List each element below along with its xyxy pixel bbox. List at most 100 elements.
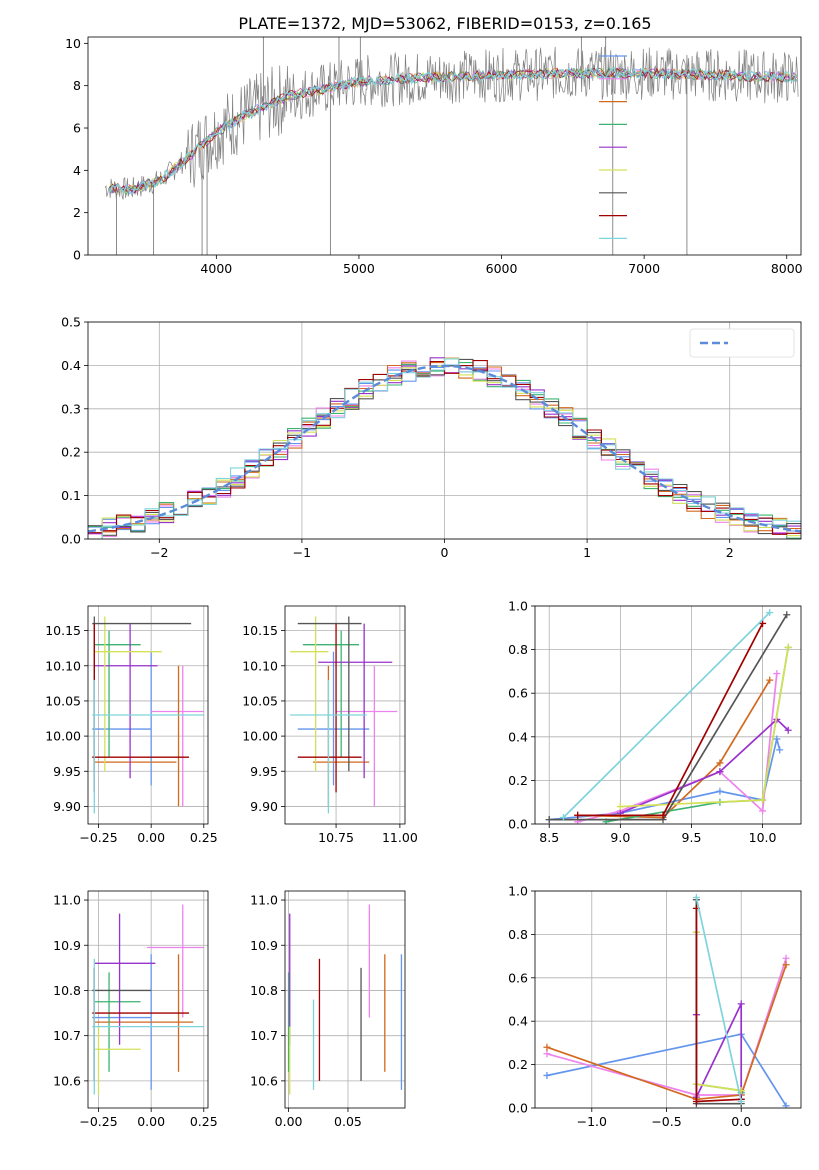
x-tick-label: −0.5 — [651, 1114, 681, 1129]
plot-spectrum: 4000 5000 6000 7000 8000 0 2 4 6 8 10 — [65, 36, 803, 276]
y-tick-label: 2 — [73, 205, 81, 220]
y-tick-label: 10.05 — [45, 693, 81, 708]
weight-point-marker — [737, 1097, 745, 1105]
plot-area — [92, 904, 204, 1095]
x-tick-label: 0.25 — [190, 830, 218, 845]
weight-point-marker — [784, 726, 792, 734]
weight-point-marker — [759, 807, 767, 815]
weight-point-marker — [784, 643, 792, 651]
y-tick-label: 6 — [73, 121, 81, 136]
y-tick-label: 10.9 — [250, 938, 278, 953]
y-tick-label: 10.7 — [53, 1028, 81, 1043]
weight-point-marker — [766, 676, 774, 684]
gaussian-curve — [88, 364, 801, 533]
x-tick-label: 0 — [441, 545, 449, 560]
x-tick-label: −0.25 — [79, 830, 117, 845]
plot-age-vs-mass: 10.75 11.00 9.90 9.95 10.00 10.05 10.10 10.15 — [242, 605, 418, 845]
weight-point-marker — [543, 1071, 551, 1079]
weight-line — [695, 897, 743, 1102]
axes-frame — [534, 890, 802, 1109]
y-tick-label: 11.0 — [53, 893, 81, 908]
y-tick-label: 0.4 — [508, 1014, 528, 1029]
y-tick-label: 0.3 — [61, 401, 81, 416]
weight-point-marker — [782, 1102, 790, 1108]
x-tick-label: 0.00 — [137, 830, 165, 845]
axes-frame — [534, 605, 802, 825]
weight-point-marker — [659, 811, 667, 819]
y-tick-label: 10.6 — [250, 1073, 278, 1088]
weight-point-marker — [543, 1043, 551, 1051]
plot-weight-vs-age: 8.5 9.0 9.5 10.0 0.0 0.2 0.4 0.6 0.8 1.0 — [508, 599, 802, 845]
y-tick-label: 0.0 — [508, 1101, 528, 1116]
y-tick-label: 4 — [73, 163, 81, 178]
weight-point-marker — [559, 813, 567, 821]
weight-point-marker — [782, 954, 790, 962]
plot-area — [543, 894, 790, 1108]
figure-title: PLATE=1372, MJD=53062, FIBERID=0153, z=0… — [238, 14, 651, 33]
weight-point-marker — [766, 609, 774, 617]
y-tick-label: 0.5 — [61, 315, 81, 330]
weight-line — [546, 958, 787, 1096]
y-tick-label: 0.8 — [508, 927, 528, 942]
x-tick-label: 5000 — [343, 261, 375, 276]
x-tick-label: −0.25 — [79, 1114, 117, 1129]
weight-point-marker — [692, 894, 700, 902]
model-fit-line — [109, 67, 797, 193]
weight-point-marker — [776, 746, 784, 754]
plot-area — [290, 616, 398, 814]
x-tick-label: 2 — [726, 545, 734, 560]
x-tick-label: 4000 — [200, 261, 232, 276]
y-tick-label: 10 — [65, 36, 81, 51]
x-tick-label: 0.00 — [275, 1114, 303, 1129]
weight-point-marker — [574, 811, 582, 819]
x-tick-label: 0.25 — [190, 1114, 218, 1129]
y-tick-label: 10.8 — [53, 983, 81, 998]
weight-point-marker — [737, 1000, 745, 1008]
legend — [599, 55, 627, 239]
histogram-series — [88, 358, 801, 539]
plot-mass-vs-EBV: 0.00 0.05 10.6 10.7 10.8 10.9 11.0 — [250, 890, 406, 1129]
y-tick-label: 0.2 — [61, 445, 81, 460]
x-tick-label: 0.00 — [137, 1114, 165, 1129]
y-tick-label: 11.0 — [250, 893, 278, 908]
axes-frame — [87, 36, 802, 256]
y-tick-label: 1.0 — [508, 884, 528, 899]
model-fit-line — [108, 66, 798, 195]
y-tick-label: 0.2 — [508, 773, 528, 788]
plot-area — [92, 616, 204, 814]
plot-mass-vs-Z: −0.25 0.00 0.25 10.6 10.7 10.8 10.9 11.0 — [53, 890, 218, 1129]
model-fit-line — [109, 67, 797, 194]
y-tick-label: 10.05 — [242, 693, 278, 708]
x-tick-label: 10.75 — [318, 830, 354, 845]
x-tick-label: 0.0 — [731, 1114, 751, 1129]
weight-point-marker — [616, 803, 624, 811]
y-tick-label: 10.7 — [250, 1028, 278, 1043]
weight-point-marker — [716, 768, 724, 776]
y-tick-label: 0.0 — [61, 532, 81, 547]
weight-line — [695, 932, 742, 1092]
weight-point-marker — [692, 1097, 700, 1105]
y-tick-label: 10.15 — [242, 623, 278, 638]
plot-area — [104, 37, 799, 255]
weight-line — [619, 718, 789, 814]
weight-point-marker — [545, 816, 553, 824]
x-tick-label: 9.0 — [610, 830, 630, 845]
weight-line — [620, 647, 790, 808]
weight-point-marker — [782, 961, 790, 969]
weight-point-marker — [759, 619, 767, 627]
x-tick-label: −1.0 — [577, 1114, 607, 1129]
weight-point-marker — [773, 670, 781, 678]
y-tick-label: 10.00 — [45, 729, 81, 744]
x-tick-label: 10.0 — [749, 830, 777, 845]
axes-frame — [284, 605, 406, 825]
y-tick-label: 0.1 — [61, 488, 81, 503]
y-tick-label: 9.95 — [250, 764, 278, 779]
legend — [689, 328, 795, 358]
x-tick-label: 6000 — [486, 261, 518, 276]
weight-point-marker — [783, 611, 791, 619]
plot-area — [545, 609, 792, 824]
axes-frame — [87, 890, 209, 1109]
y-tick-label: 10.6 — [53, 1073, 81, 1088]
axes-frame — [284, 890, 406, 1109]
legend-box — [689, 328, 795, 358]
